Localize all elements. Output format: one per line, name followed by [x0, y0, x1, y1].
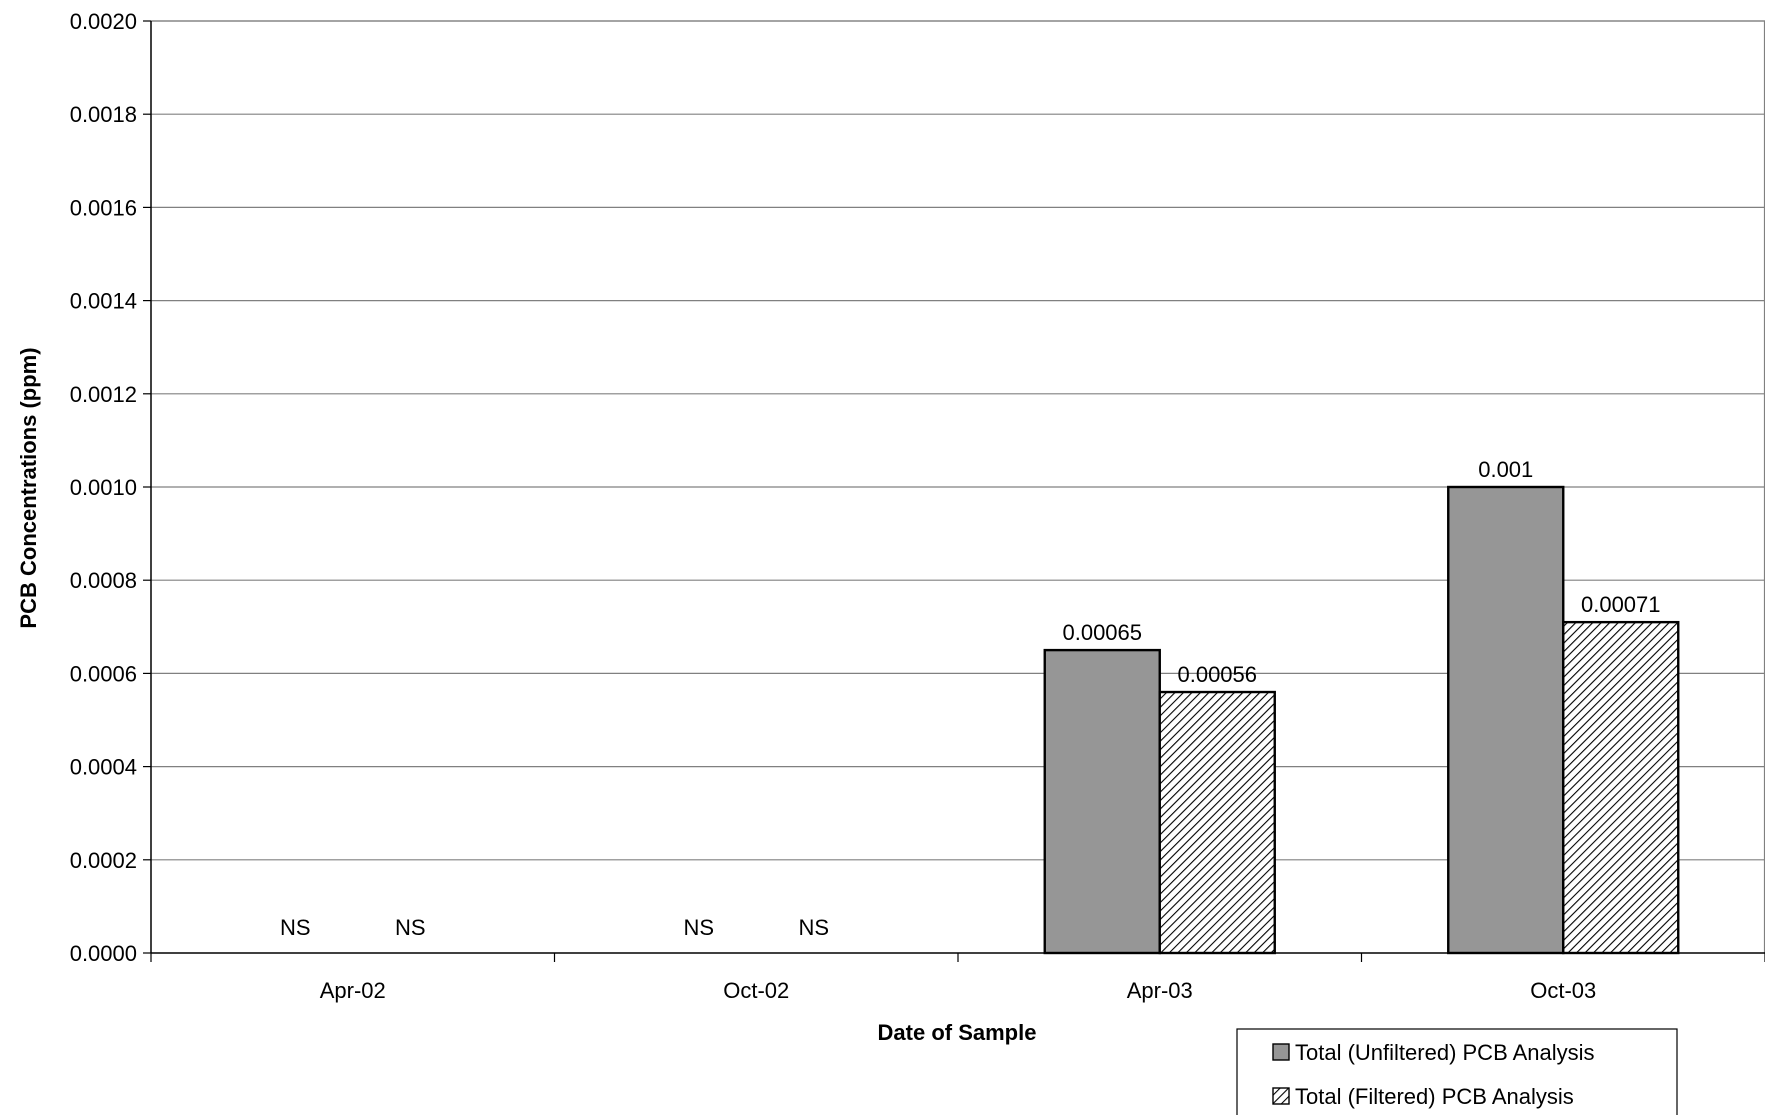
data-label: 0.00065	[1062, 620, 1142, 645]
y-tick-label: 0.0004	[70, 755, 137, 780]
x-tick-label: Apr-03	[1127, 978, 1193, 1003]
bar-unfiltered-apr-03	[1043, 648, 1161, 955]
legend-swatch-filtered	[1272, 1087, 1290, 1105]
data-label: 0.001	[1478, 457, 1533, 482]
y-axis-title: PCB Concentrations (ppm)	[16, 347, 41, 628]
y-tick-label: 0.0010	[70, 475, 137, 500]
data-label-ns: NS	[280, 915, 311, 940]
data-label-ns: NS	[395, 915, 426, 940]
legend-swatch-unfiltered	[1272, 1043, 1290, 1061]
x-tick-label: Apr-02	[320, 978, 386, 1003]
legend-box	[1236, 1028, 1678, 1120]
bar-filtered-oct-03	[1562, 620, 1680, 955]
data-label: 0.00056	[1177, 662, 1257, 687]
x-tick-label: Oct-02	[723, 978, 789, 1003]
bar-unfiltered-oct-03	[1447, 485, 1565, 955]
x-tick-label: Oct-03	[1530, 978, 1596, 1003]
data-label-ns: NS	[798, 915, 829, 940]
y-tick-label: 0.0012	[70, 382, 137, 407]
legend-label-unfiltered: Total (Unfiltered) PCB Analysis	[1295, 1040, 1595, 1065]
legend: Total (Unfiltered) PCB Analysis Total (F…	[1236, 1028, 1678, 1120]
data-label-ns: NS	[683, 915, 714, 940]
y-tick-label: 0.0020	[70, 9, 137, 34]
y-tick-label: 0.0008	[70, 568, 137, 593]
y-tick-label: 0.0006	[70, 661, 137, 686]
data-label: 0.00071	[1581, 592, 1661, 617]
bars	[1043, 485, 1680, 955]
bar-filtered-apr-03	[1158, 690, 1276, 955]
legend-label-filtered: Total (Filtered) PCB Analysis	[1295, 1084, 1574, 1109]
y-tick-label: 0.0014	[70, 289, 137, 314]
y-tick-label: 0.0018	[70, 102, 137, 127]
x-axis-title: Date of Sample	[878, 1020, 1037, 1045]
y-tick-label: 0.0000	[70, 941, 137, 966]
y-tick-label: 0.0002	[70, 848, 137, 873]
labels: 0.0000 0.0002 0.0004 0.0006 0.0008 0.0010 0.00…	[70, 9, 1661, 1003]
y-tick-label: 0.0016	[70, 195, 137, 220]
